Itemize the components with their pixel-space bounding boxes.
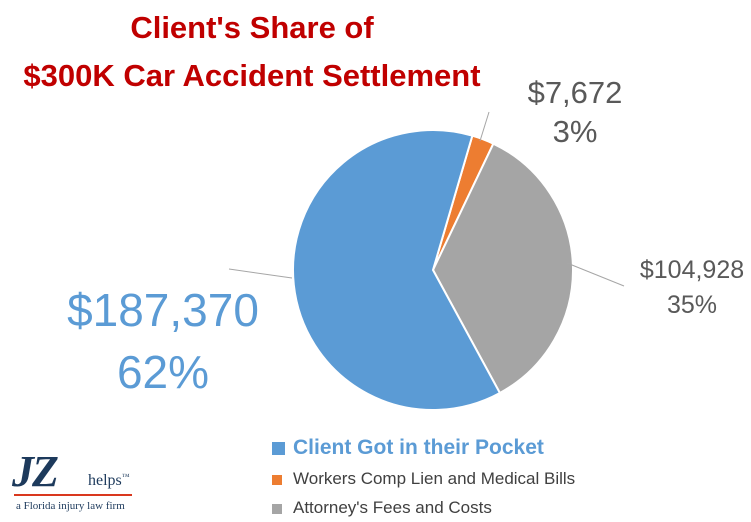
logo-word: helps™ <box>88 472 130 490</box>
firm-logo: JZ helps™ a Florida injury law firm <box>8 446 148 522</box>
logo-tagline: a Florida injury law firm <box>16 500 125 512</box>
data-label-value-workers-comp: $7,672 <box>528 75 623 110</box>
legend-swatch-client <box>272 442 285 455</box>
logo-tm: ™ <box>121 472 130 481</box>
legend-label-client: Client Got in their Pocket <box>293 436 544 459</box>
pie-slice-client <box>292 129 502 411</box>
data-label-value-client: $187,370 <box>67 284 259 336</box>
leader-line-client <box>228 268 293 279</box>
logo-mark: JZ <box>12 447 59 496</box>
data-label-percent-attorney-fees: 35% <box>667 291 717 319</box>
logo-underline <box>14 494 132 496</box>
chart-title-line-2: $300K Car Accident Settlement <box>23 58 480 93</box>
leader-line-attorney-fees <box>566 262 625 287</box>
legend-swatch-workers-comp <box>272 475 282 485</box>
pie-slice-attorney-fees <box>431 142 574 395</box>
chart-title-line-1: Client's Share of <box>130 10 374 45</box>
legend-label-attorney-fees: Attorney's Fees and Costs <box>293 498 492 517</box>
logo-word-text: helps <box>88 472 122 489</box>
legend-swatch-attorney-fees <box>272 504 282 514</box>
data-label-percent-workers-comp: 3% <box>553 114 598 149</box>
leader-line-workers-comp <box>479 111 490 142</box>
legend-label-workers-comp: Workers Comp Lien and Medical Bills <box>293 469 575 488</box>
data-label-value-attorney-fees: $104,928 <box>640 256 744 284</box>
data-label-percent-client: 62% <box>117 346 209 398</box>
